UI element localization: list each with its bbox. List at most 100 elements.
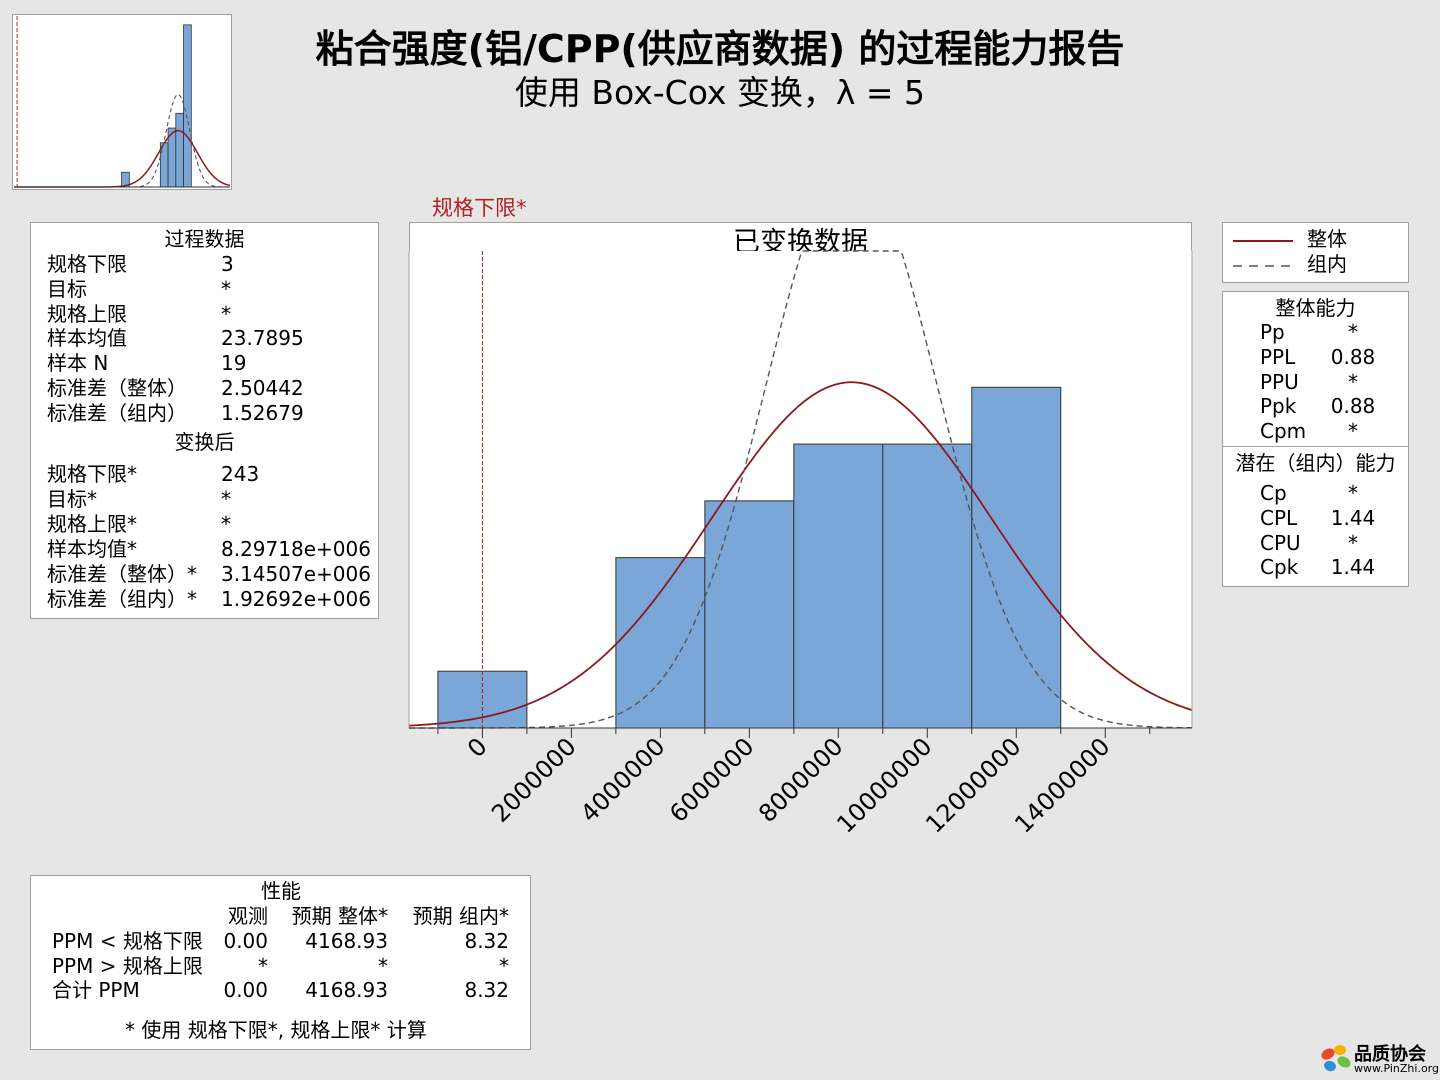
within-curve [409, 250, 1193, 729]
legend-panel: 整体 组内 [1222, 222, 1409, 283]
histogram-bar [704, 500, 795, 729]
logo-url: www.PinZhi.org [1354, 1062, 1439, 1075]
performance-value: 0.00 [223, 978, 268, 1003]
overall-capability-header: 整体能力 [1275, 296, 1356, 320]
process-data-label: 标准差（整体） [47, 376, 187, 400]
histogram-bar [971, 386, 1062, 729]
transformed-data-label: 规格下限* [47, 462, 137, 486]
transformed-data-label: 规格上限* [47, 512, 137, 536]
transformed-data-value: 243 [221, 462, 260, 486]
performance-row-label: PPM < 规格下限 [52, 929, 203, 953]
histogram-bar [175, 112, 184, 188]
process-data-value: 19 [221, 351, 247, 376]
process-data-value: 3 [221, 252, 234, 276]
process-data-panel: 过程数据 规格下限 3 目标 * 规格上限 * 样本均值 23.7895 样本 N 19 标准差（整… [30, 222, 379, 619]
x-tick-label: 0 [462, 732, 493, 763]
legend-overall-label: 整体 [1307, 227, 1347, 251]
performance-value: * [258, 953, 268, 978]
transformed-data-value: 1.92692e+006 [221, 587, 371, 611]
overall-capability-label: Ppk [1260, 394, 1297, 419]
performance-footnote: * 使用 规格下限*, 规格上限* 计算 [125, 1018, 427, 1042]
performance-column-header: 预期 整体* [291, 904, 388, 928]
performance-panel: 性能 * 使用 规格下限*, 规格上限* 计算 观测 预期 整体* 预期 组内* PP… [30, 875, 531, 1050]
x-tick-label: 14000000 [1009, 732, 1115, 838]
lower-spec-limit-label: 规格下限* [432, 196, 527, 220]
potential-capability-value: 1.44 [1330, 505, 1376, 530]
overall-curve [408, 381, 1193, 727]
plot-area [14, 16, 230, 187]
x-tick-label: 12000000 [920, 732, 1026, 838]
performance-value: 0.00 [223, 929, 268, 953]
process-data-value: 1.52679 [221, 400, 304, 425]
thumbnail-histogram [14, 16, 231, 188]
process-data-label: 目标 [47, 276, 87, 301]
x-tick-label: 4000000 [575, 732, 670, 827]
performance-header: 性能 [261, 879, 301, 903]
potential-capability-value: 1.44 [1330, 555, 1376, 580]
capability-divider [1223, 446, 1408, 447]
overall-capability-label: Cpm [1260, 419, 1307, 444]
performance-row-label: 合计 PPM [52, 978, 140, 1003]
overall-capability-label: PPU [1260, 369, 1299, 394]
performance-value: 8.32 [464, 978, 509, 1003]
report-subtitle: 使用 Box-Cox 变换，λ = 5 [514, 73, 926, 112]
performance-value: 4168.93 [305, 929, 388, 953]
performance-value: * [499, 953, 509, 978]
potential-capability-label: CPU [1260, 530, 1301, 555]
x-tick-label: 10000000 [831, 732, 937, 838]
potential-capability-value: * [1348, 481, 1358, 505]
process-data-value: * [221, 276, 231, 301]
potential-capability-header: 潜在（组内）能力 [1235, 451, 1396, 475]
overall-capability-value: 0.88 [1330, 344, 1376, 369]
histogram-bar [882, 443, 973, 729]
transformed-data-label: 目标* [47, 487, 97, 511]
process-data-value: * [221, 301, 231, 326]
overall-capability-value: * [1348, 320, 1358, 344]
x-tick-label: 6000000 [664, 732, 759, 827]
histogram-bar [183, 24, 192, 188]
overall-capability-value: * [1348, 419, 1358, 444]
transformed-header: 变换后 [174, 430, 235, 454]
process-data-label: 样本均值 [47, 326, 127, 351]
potential-capability-label: CPL [1260, 505, 1298, 530]
transformed-data-label: 标准差（整体）* [47, 562, 197, 586]
transformed-data-value: 8.29718e+006 [221, 537, 371, 561]
potential-capability-label: Cpk [1260, 555, 1299, 580]
transformed-data-histogram: 0200000040000006000000800000010000000120… [408, 250, 1193, 839]
capability-panel: 整体能力 潜在（组内）能力 Pp * PPL 0.88 PPU * Ppk 0.88 Cpm * C… [1222, 291, 1409, 587]
legend-within-label: 组内 [1307, 252, 1347, 276]
overall-capability-value: * [1348, 369, 1358, 394]
performance-value: 8.32 [464, 929, 509, 953]
process-data-value: 23.7895 [221, 326, 304, 351]
x-tick-label: 2000000 [486, 732, 581, 827]
transformed-data-value: 3.14507e+006 [221, 562, 371, 586]
transformed-data-value: * [221, 512, 231, 536]
histogram-bar [615, 557, 706, 729]
report-title: 粘合强度(铝/CPP(供应商数据) 的过程能力报告 [315, 27, 1125, 71]
performance-row-label: PPM > 规格上限 [52, 953, 203, 978]
flower-logo-icon [1321, 1045, 1351, 1072]
x-tick-label: 8000000 [753, 732, 848, 827]
performance-column-header: 观测 [228, 904, 268, 928]
histogram-bar [159, 142, 169, 188]
performance-value: 4168.93 [305, 978, 388, 1003]
process-data-label: 样本 N [47, 351, 109, 376]
pinzhi-logo: 品质协会 www.PinZhi.org [1316, 1040, 1439, 1078]
histogram-bar [793, 443, 884, 729]
process-data-label: 规格上限 [47, 301, 127, 326]
performance-value: * [378, 953, 388, 978]
logo-name: 品质协会 [1354, 1044, 1426, 1065]
transformed-data-value: * [221, 487, 231, 511]
overall-capability-label: Pp [1260, 320, 1285, 344]
process-data-label: 规格下限 [47, 252, 127, 276]
thumbnail-panel [12, 14, 232, 190]
performance-column-header: 预期 组内* [412, 904, 509, 928]
overall-capability-value: 0.88 [1330, 394, 1376, 419]
process-data-label: 标准差（组内） [47, 400, 187, 425]
potential-capability-value: * [1348, 530, 1358, 555]
process-data-value: 2.50442 [221, 376, 304, 400]
legend-swatches [1233, 240, 1293, 267]
process-data-header: 过程数据 [164, 227, 245, 251]
transformed-data-label: 标准差（组内）* [47, 587, 197, 611]
potential-capability-label: Cp [1260, 481, 1287, 505]
